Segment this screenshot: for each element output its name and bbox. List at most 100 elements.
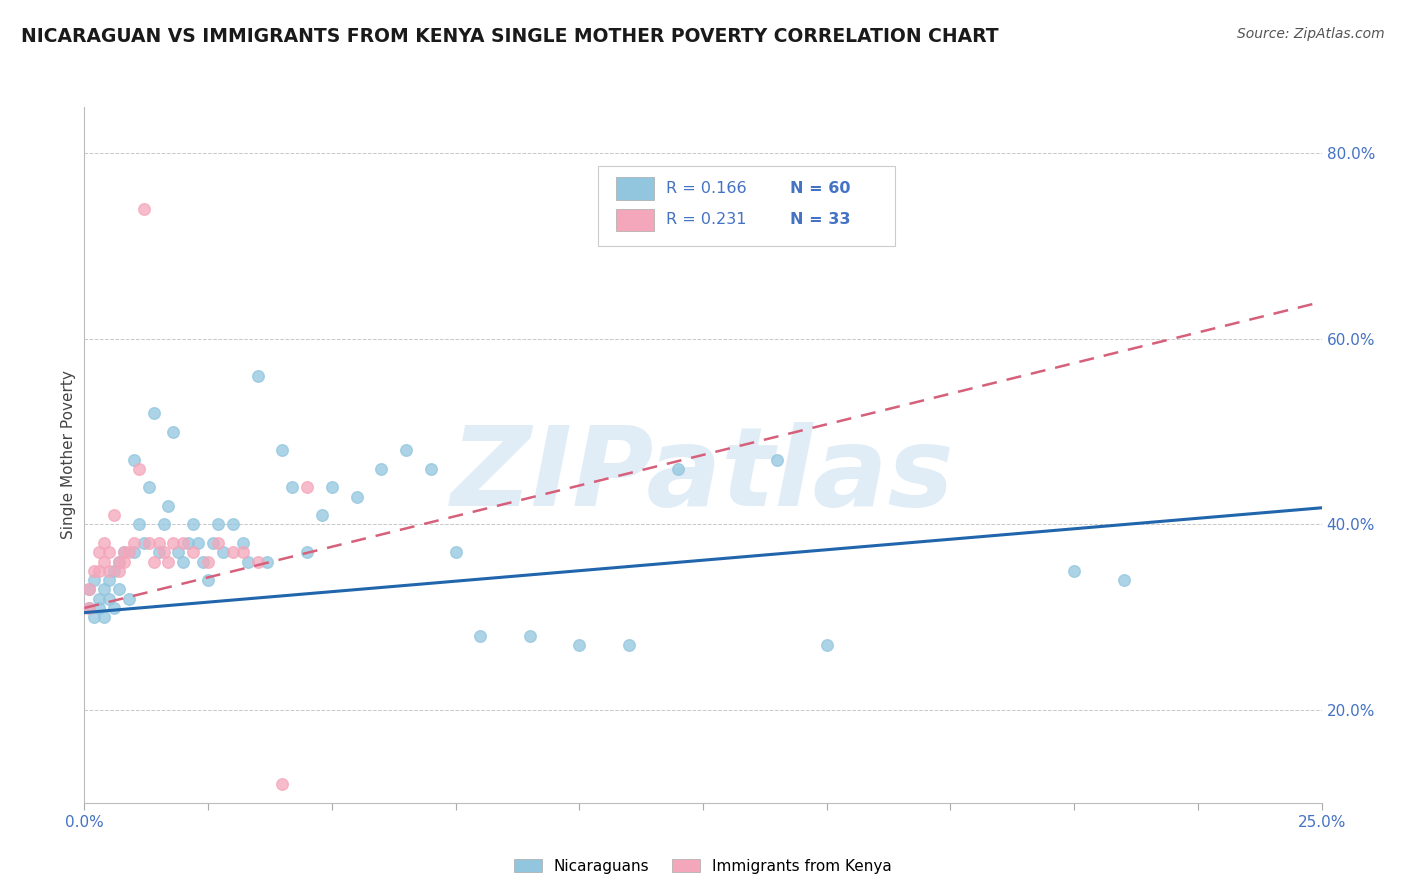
Point: [79, 582, 101, 597]
Point: [162, 425, 184, 439]
Point: [666, 462, 689, 476]
Point: [181, 517, 204, 532]
Text: N = 60: N = 60: [790, 181, 851, 196]
Point: [112, 545, 135, 559]
Point: [108, 555, 131, 569]
FancyBboxPatch shape: [598, 166, 894, 246]
Point: [1063, 564, 1085, 578]
Point: [246, 555, 269, 569]
Point: [172, 555, 194, 569]
Point: [89, 564, 111, 578]
Text: N = 33: N = 33: [790, 212, 851, 227]
Point: [281, 480, 304, 494]
Point: [295, 545, 318, 559]
Point: [83, 564, 105, 578]
Point: [419, 462, 441, 476]
Point: [191, 555, 214, 569]
Point: [93, 555, 115, 569]
Point: [519, 629, 541, 643]
Point: [370, 462, 392, 476]
Point: [167, 545, 190, 559]
Point: [766, 452, 789, 467]
Point: [93, 536, 115, 550]
Point: [83, 573, 105, 587]
Point: [98, 591, 121, 606]
Point: [89, 591, 111, 606]
Point: [157, 499, 180, 513]
Point: [202, 536, 225, 550]
Point: [232, 545, 254, 559]
Point: [212, 545, 235, 559]
Point: [112, 545, 135, 559]
Bar: [616, 209, 654, 231]
Point: [395, 443, 418, 458]
Point: [207, 517, 229, 532]
Point: [232, 536, 254, 550]
Y-axis label: Single Mother Poverty: Single Mother Poverty: [60, 370, 76, 540]
Point: [236, 555, 259, 569]
Point: [98, 564, 121, 578]
Point: [108, 564, 131, 578]
Point: [128, 517, 150, 532]
Point: [138, 480, 160, 494]
Point: [207, 536, 229, 550]
Point: [132, 536, 155, 550]
Point: [103, 601, 125, 615]
Point: [122, 452, 145, 467]
Point: [256, 555, 278, 569]
Bar: [616, 178, 654, 200]
Point: [79, 601, 101, 615]
Text: NICARAGUAN VS IMMIGRANTS FROM KENYA SINGLE MOTHER POVERTY CORRELATION CHART: NICARAGUAN VS IMMIGRANTS FROM KENYA SING…: [21, 27, 998, 45]
Point: [93, 582, 115, 597]
Point: [152, 545, 174, 559]
Point: [470, 629, 492, 643]
Point: [103, 508, 125, 523]
Point: [122, 536, 145, 550]
Point: [89, 601, 111, 615]
Point: [108, 555, 131, 569]
Text: R = 0.166: R = 0.166: [666, 181, 747, 196]
Legend: Nicaraguans, Immigrants from Kenya: Nicaraguans, Immigrants from Kenya: [508, 853, 898, 880]
Point: [162, 536, 184, 550]
Point: [321, 480, 343, 494]
Point: [148, 536, 170, 550]
Point: [138, 536, 160, 550]
Point: [157, 555, 180, 569]
Point: [271, 443, 294, 458]
Point: [222, 545, 245, 559]
Point: [142, 406, 165, 420]
Point: [197, 555, 219, 569]
Point: [93, 610, 115, 624]
Point: [311, 508, 333, 523]
Point: [79, 582, 101, 597]
Point: [103, 564, 125, 578]
Point: [83, 610, 105, 624]
Point: [222, 517, 245, 532]
Point: [271, 777, 294, 791]
Point: [118, 545, 141, 559]
Text: Source: ZipAtlas.com: Source: ZipAtlas.com: [1237, 27, 1385, 41]
Point: [142, 555, 165, 569]
Point: [148, 545, 170, 559]
Point: [89, 545, 111, 559]
Point: [98, 545, 121, 559]
Point: [1112, 573, 1135, 587]
Text: R = 0.231: R = 0.231: [666, 212, 747, 227]
Point: [568, 638, 591, 652]
Point: [98, 573, 121, 587]
Point: [346, 490, 368, 504]
Point: [444, 545, 467, 559]
Point: [177, 536, 200, 550]
Point: [246, 369, 269, 384]
Point: [118, 591, 141, 606]
Point: [128, 462, 150, 476]
Point: [172, 536, 194, 550]
Point: [79, 601, 101, 615]
Point: [132, 202, 155, 216]
Point: [815, 638, 838, 652]
Point: [112, 555, 135, 569]
Point: [295, 480, 318, 494]
Point: [181, 545, 204, 559]
Point: [152, 517, 174, 532]
Point: [122, 545, 145, 559]
